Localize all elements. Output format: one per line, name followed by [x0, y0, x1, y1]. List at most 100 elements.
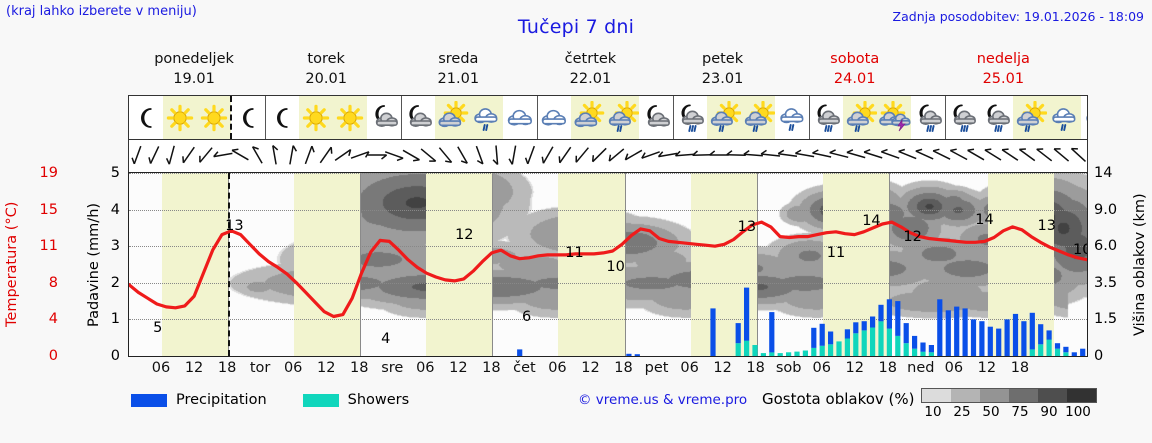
weather-icon-sun-cloud-rain — [605, 96, 639, 139]
weather-icon-sun — [197, 96, 232, 139]
gridline-horizontal — [129, 246, 1087, 248]
weather-icon-moon — [231, 96, 266, 139]
cloud-density-tick: 50 — [982, 404, 1000, 420]
day-name: četrtek — [564, 51, 617, 67]
forecast-plot: 5 13 4 12 6 11 10 13 11 14 12 14 13 10 — [128, 172, 1088, 357]
time-axis-label: 18 — [217, 360, 237, 376]
day-header-sreda: sreda 21.01 — [392, 49, 524, 91]
weather-icon-moon-cloud-rain — [945, 96, 979, 139]
credit-link[interactable]: © vreme.us & vreme.pro — [578, 392, 748, 408]
time-axis-label: 12 — [316, 360, 336, 376]
weather-icon-sun-cloud-rain — [843, 96, 877, 139]
cloud-height-axis-title: Višina oblakov (km) — [1132, 193, 1148, 336]
gridline-horizontal — [129, 282, 1087, 284]
temperature-label: 5 — [153, 320, 163, 337]
temperature-axis-title: Temperatura (°C) — [4, 201, 20, 328]
time-axis-label: sob — [775, 360, 802, 376]
weather-icon-moon-cloud — [639, 96, 674, 139]
location-menu-note[interactable]: (kraj lahko izberete v meniju) — [6, 4, 197, 19]
gridline-day — [360, 173, 362, 356]
precipitation-axis-title: Padavine (mm/h) — [86, 202, 102, 327]
temperature-label: 12 — [455, 227, 474, 244]
weather-icon-moon-cloud-rain — [911, 96, 946, 139]
cloud-density-tick: 100 — [1065, 404, 1091, 420]
gridline-day — [756, 173, 758, 356]
cloud-density-legend: Gostota oblakov (%) 10 25 50 75 90 100 — [762, 388, 1097, 420]
weather-icon-sun-cloud-rain — [707, 96, 741, 139]
cloud-density-step — [921, 389, 951, 402]
day-header-četrtek: četrtek 22.01 — [524, 49, 656, 91]
weather-icon-moon-cloud-rain — [673, 96, 707, 139]
temperature-curve — [129, 220, 1087, 319]
showers-swatch — [302, 393, 339, 407]
temperature-label: 11 — [826, 244, 846, 261]
page-title: Tučepi 7 dni — [517, 16, 635, 38]
time-axis-label: 12 — [449, 360, 468, 376]
temp-tick: 19 — [39, 165, 58, 181]
day-name: petek — [701, 51, 744, 67]
showers-legend-label: Showers — [347, 392, 410, 408]
daylight-band — [558, 173, 625, 356]
series-legend: Precipitation Showers — [131, 389, 409, 411]
time-axis-label: 12 — [845, 360, 864, 376]
weather-icon-sun-cloud — [571, 96, 605, 139]
temperature-label: 10 — [1072, 241, 1087, 258]
time-axis-label: ned — [907, 360, 935, 376]
weather-icon-moon — [265, 96, 299, 139]
day-header-sobota: sobota 24.01 — [789, 49, 921, 91]
gridline-day — [624, 173, 626, 356]
day-name: ponedeljek — [154, 51, 234, 67]
daylight-band — [162, 173, 229, 356]
cld-tick: 6.0 — [1094, 238, 1118, 255]
wind-barbs — [131, 145, 1087, 166]
day-date: 24.01 — [833, 71, 876, 87]
temperature-label: 6 — [521, 308, 532, 325]
gridline-horizontal — [129, 173, 1087, 174]
day-header-nedelja: nedelja 25.01 — [921, 49, 1086, 91]
time-axis-label: 12 — [713, 360, 732, 376]
temperature-label: 4 — [381, 330, 391, 347]
weather-icon-cloud-rain — [1047, 96, 1081, 139]
cld-tick: 3.5 — [1094, 274, 1118, 291]
weather-icon-moon-cloud — [401, 96, 435, 139]
prec-tick: 2 — [110, 274, 120, 291]
time-axis-label: 12 — [581, 360, 600, 376]
weather-icon-cloud-rain — [469, 96, 503, 139]
precipitation-swatch — [131, 393, 167, 407]
time-axis-label: 06 — [680, 360, 699, 376]
day-header-torek: torek 20.01 — [260, 49, 392, 91]
weather-icon-sun — [333, 96, 367, 139]
weather-icon-cloud-rain — [1081, 96, 1087, 139]
day-name: torek — [307, 51, 345, 67]
temperature-label: 14 — [975, 212, 994, 229]
cloud-density-step — [1008, 389, 1038, 402]
weather-icon-sun — [299, 96, 333, 139]
temperature-label: 14 — [862, 213, 881, 230]
time-axis-label: 18 — [878, 360, 898, 376]
weather-icon-sun — [163, 96, 197, 139]
day-date: 23.01 — [701, 71, 744, 87]
cloud-density-tick: 25 — [953, 404, 971, 420]
temp-tick: 8 — [48, 274, 58, 291]
cld-tick: 0 — [1094, 348, 1104, 364]
temperature-label: 13 — [225, 217, 244, 234]
day-date: 21.01 — [437, 71, 480, 87]
time-axis-label: 06 — [283, 360, 303, 376]
daylight-band — [294, 173, 361, 356]
weather-icon-sun-cloud-storm — [877, 96, 911, 139]
temperature-polyline — [129, 220, 1087, 319]
temperature-label: 10 — [606, 259, 625, 276]
gridline-day — [492, 173, 494, 356]
day-date: 25.01 — [982, 71, 1025, 87]
cloud-density-step — [1037, 389, 1067, 402]
time-axis-label: 18 — [746, 360, 765, 376]
prec-tick: 1 — [110, 311, 120, 328]
temperature-label: 13 — [1037, 217, 1056, 234]
weather-icon-moon — [129, 96, 163, 139]
weather-icon-sun-cloud — [435, 96, 469, 139]
time-axis-label: sre — [381, 360, 404, 376]
wind-barb-row — [128, 140, 1088, 172]
cloud-density-ticks: 10 25 50 75 90 100 — [921, 404, 1097, 420]
temperature-label: 11 — [565, 245, 584, 262]
cloud-density-tick: 90 — [1040, 404, 1058, 420]
